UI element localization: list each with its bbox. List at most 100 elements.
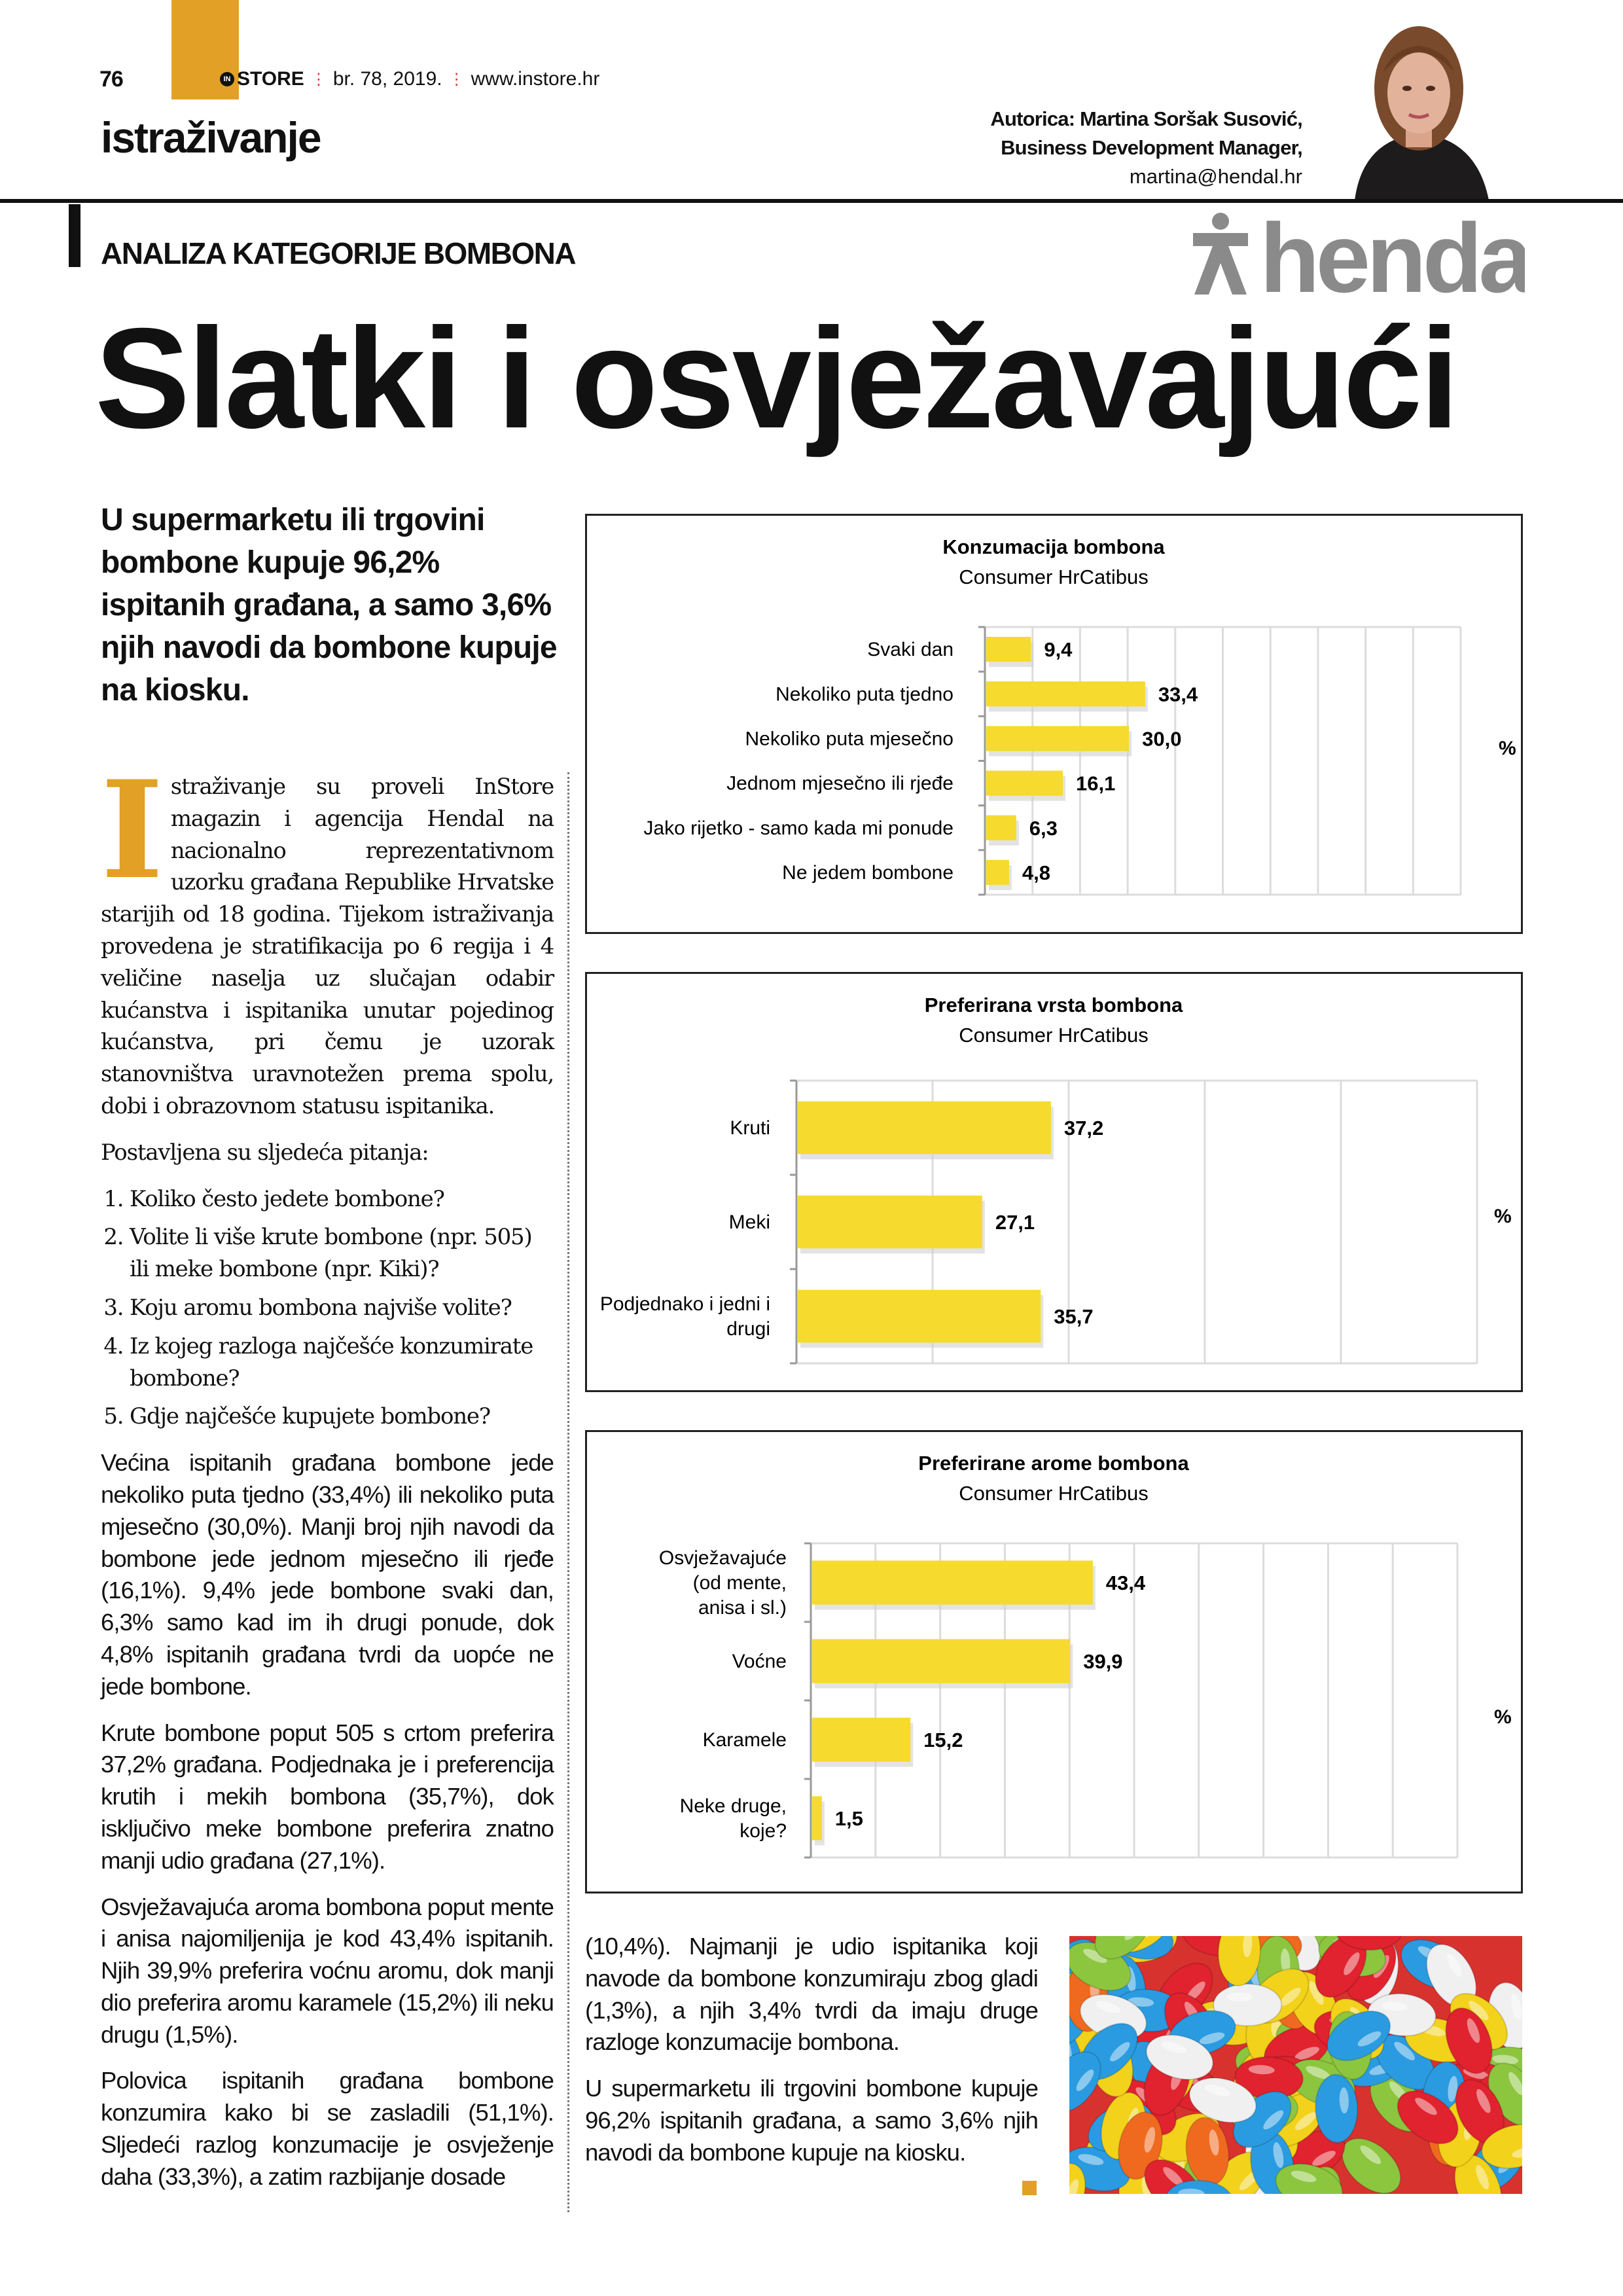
jelly-bean-highlight bbox=[1096, 2001, 1121, 2013]
data-label: 4,8 bbox=[1022, 861, 1050, 884]
question-item: Volite li više krute bombone (npr. 505) … bbox=[130, 1221, 554, 1285]
data-label: 37,2 bbox=[1064, 1117, 1103, 1139]
jelly-bean-highlight bbox=[1510, 1994, 1522, 2020]
jelly-bean-highlight bbox=[1291, 2170, 1317, 2182]
jelly-bean bbox=[1164, 2179, 1234, 2194]
jelly-bean-highlight bbox=[1076, 2069, 1094, 2091]
chart-title: Preferirane arome bombona bbox=[918, 1452, 1189, 1475]
category-label-line: Meki bbox=[729, 1211, 770, 1233]
bar bbox=[812, 1560, 1093, 1605]
data-label: 35,7 bbox=[1054, 1305, 1093, 1328]
chart-vrsta: Preferirana vrsta bombona Consumer HrCati… bbox=[585, 972, 1523, 1392]
category-label: Jednom mjesečno ili rjeđe bbox=[726, 773, 954, 795]
chart-subtitle: Consumer HrCatibus bbox=[959, 565, 1148, 588]
data-label: 27,1 bbox=[995, 1211, 1035, 1234]
jelly-bean-body bbox=[1334, 1936, 1404, 1951]
data-label: 1,5 bbox=[835, 1807, 863, 1830]
author-name: Autorica: Martina Soršak Susović, bbox=[990, 107, 1302, 130]
instore-logo-text: STORE bbox=[237, 68, 304, 90]
jelly-bean-body bbox=[1315, 2073, 1359, 2144]
category-label-line: Ne jedem bombone bbox=[782, 862, 954, 884]
category-label-line: koje? bbox=[740, 1820, 787, 1842]
author-byline: Autorica: Martina Soršak Susović, Busine… bbox=[990, 105, 1302, 191]
separator: ⋮ bbox=[448, 70, 465, 88]
jelly-bean-highlight bbox=[1273, 2142, 1284, 2168]
jelly-bean-highlight bbox=[1163, 2166, 1183, 2187]
chart-svg: Preferirane arome bombona Consumer HrCati… bbox=[659, 1452, 1512, 1859]
data-label: 9,4 bbox=[1044, 638, 1073, 661]
category-label: Meki bbox=[729, 1211, 770, 1233]
author-email: martina@hendal.hr bbox=[1129, 165, 1302, 188]
paragraph-reasons-continued: (10,4%). Najmanji je udio ispitanika koj… bbox=[585, 1933, 1039, 2056]
jelly-bean-body bbox=[1217, 1936, 1261, 1986]
jelly-bean-highlight bbox=[1144, 2126, 1155, 2153]
unit-label: % bbox=[1494, 1206, 1512, 1227]
jelly-bean bbox=[1315, 2073, 1359, 2144]
jelly-bean bbox=[1217, 1936, 1261, 1986]
jelly-bean-body bbox=[1094, 1936, 1152, 1960]
questions-list: Koliko često jedete bombone? Volite li v… bbox=[101, 1183, 554, 1433]
jelly-beans-photo bbox=[1069, 1936, 1522, 2194]
data-label: 39,9 bbox=[1083, 1650, 1122, 1673]
instore-logo: IN STORE bbox=[220, 68, 304, 90]
jelly-bean-highlight bbox=[1083, 1948, 1107, 1964]
jelly-bean-highlight bbox=[1243, 1936, 1253, 1958]
chart-title: Preferirana vrsta bombona bbox=[925, 994, 1183, 1016]
jelly-bean bbox=[1445, 2007, 1493, 2074]
category-label-line: Nekoliko puta tjedno bbox=[776, 683, 954, 705]
jelly-bean-highlight bbox=[1295, 2112, 1317, 2130]
kicker-bar bbox=[69, 204, 80, 267]
data-label: 15,2 bbox=[923, 1729, 963, 1751]
bar bbox=[812, 1639, 1071, 1683]
jelly-bean-body bbox=[1069, 2051, 1101, 2113]
category-label-line: Voćne bbox=[732, 1651, 787, 1672]
jelly-bean bbox=[1315, 1936, 1367, 1998]
jelly-bean-body bbox=[1145, 2034, 1214, 2081]
category-label: Nekoliko puta tjedno bbox=[776, 683, 954, 705]
category-label: Svaki dan bbox=[867, 639, 954, 660]
category-label-line: Podjednako i jedni i bbox=[600, 1293, 770, 1315]
jelly-bean bbox=[1188, 2077, 1257, 2123]
category-label-line: Jako rijetko - samo kada mi ponude bbox=[643, 817, 954, 839]
jelly-bean-highlight bbox=[1357, 2031, 1382, 2047]
jelly-bean-highlight bbox=[1312, 2151, 1336, 2166]
section-title: istraživanje bbox=[101, 113, 322, 162]
paragraph-type: Krute bombone poput 505 s crtom preferir… bbox=[101, 1719, 554, 1874]
headline: Slatki i osvježavajući bbox=[95, 299, 1459, 458]
author-role: Business Development Manager, bbox=[1001, 136, 1303, 159]
jelly-bean-highlight bbox=[1204, 2085, 1230, 2096]
jelly-bean bbox=[1094, 1936, 1152, 1960]
bar bbox=[986, 726, 1130, 751]
jelly-bean-highlight bbox=[1446, 1953, 1462, 1977]
hendal-logo: hendal bbox=[1188, 203, 1556, 313]
jelly-bean-highlight bbox=[1467, 2018, 1480, 2043]
issue-number: br. 78, 2019. bbox=[332, 68, 442, 90]
jelly-bean bbox=[1275, 2163, 1343, 2194]
jelly-bean-highlight bbox=[1394, 2041, 1415, 2060]
jelly-bean-body bbox=[1341, 2138, 1401, 2194]
bar bbox=[812, 1717, 911, 1762]
jelly-bean-highlight bbox=[1162, 2041, 1187, 2053]
article-body-continued: (10,4%). Najmanji je udio ispitanika koj… bbox=[585, 1931, 1039, 2183]
jelly-bean-highlight bbox=[1294, 2047, 1319, 2060]
bar bbox=[986, 770, 1063, 796]
jelly-bean bbox=[1069, 2051, 1101, 2113]
bar bbox=[798, 1101, 1051, 1155]
jelly-bean-body bbox=[1327, 2010, 1391, 2062]
category-label: Nekoliko puta mjesečno bbox=[745, 728, 954, 749]
jelly-bean-body bbox=[1481, 2124, 1522, 2169]
category-label: Osvježavajuće (od mente, anisa i sl.) bbox=[659, 1547, 787, 1619]
jelly-bean-body bbox=[1275, 2163, 1343, 2194]
jelly-bean-body bbox=[1164, 2179, 1234, 2194]
category-label: Karamele bbox=[703, 1729, 787, 1751]
jelly-bean bbox=[1327, 2010, 1391, 2062]
jelly-bean-highlight bbox=[1448, 2075, 1458, 2102]
svg-text:hendal: hendal bbox=[1260, 211, 1525, 296]
category-label-line: drugi bbox=[726, 1318, 770, 1340]
bar bbox=[798, 1195, 982, 1249]
jelly-bean-highlight bbox=[1306, 2066, 1330, 2079]
jelly-bean-body bbox=[1445, 2007, 1493, 2074]
category-label: Podjednako i jedni i drugi bbox=[600, 1293, 770, 1340]
